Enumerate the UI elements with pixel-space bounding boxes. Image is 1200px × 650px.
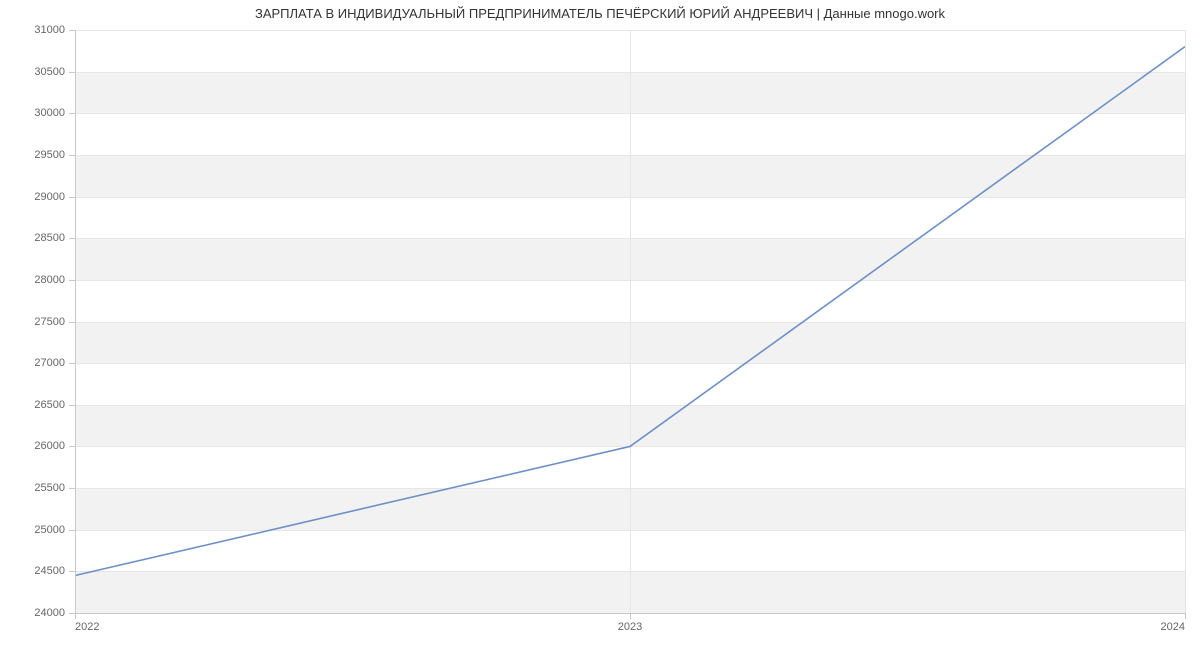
y-tick: [69, 72, 75, 73]
y-tick-label: 26500: [0, 399, 65, 411]
y-tick-label: 30000: [0, 107, 65, 119]
y-tick-label: 25500: [0, 482, 65, 494]
y-tick-label: 31000: [0, 24, 65, 36]
x-tick: [1185, 613, 1186, 619]
y-tick-label: 24500: [0, 565, 65, 577]
y-tick: [69, 197, 75, 198]
y-tick: [69, 322, 75, 323]
y-axis-line: [75, 30, 76, 613]
x-tick: [630, 613, 631, 619]
v-gridline: [1185, 30, 1186, 613]
y-tick-label: 25000: [0, 524, 65, 536]
y-tick: [69, 155, 75, 156]
y-tick: [69, 446, 75, 447]
y-tick-label: 28500: [0, 232, 65, 244]
y-tick: [69, 488, 75, 489]
y-tick: [69, 405, 75, 406]
chart-title: ЗАРПЛАТА В ИНДИВИДУАЛЬНЫЙ ПРЕДПРИНИМАТЕЛ…: [0, 6, 1200, 21]
y-tick-label: 26000: [0, 440, 65, 452]
series-line: [75, 30, 1185, 613]
x-tick-label: 2022: [75, 621, 99, 633]
y-tick-label: 28000: [0, 274, 65, 286]
y-tick-label: 29500: [0, 149, 65, 161]
y-tick: [69, 238, 75, 239]
plot-area: [75, 30, 1185, 613]
y-tick-label: 29000: [0, 191, 65, 203]
y-tick-label: 24000: [0, 607, 65, 619]
x-tick-label: 2024: [1161, 621, 1185, 633]
y-tick: [69, 530, 75, 531]
y-tick: [69, 30, 75, 31]
x-tick: [75, 613, 76, 619]
y-tick-label: 30500: [0, 66, 65, 78]
y-tick-label: 27000: [0, 357, 65, 369]
y-tick: [69, 113, 75, 114]
x-tick-label: 2023: [618, 621, 642, 633]
y-tick-label: 27500: [0, 316, 65, 328]
y-tick: [69, 571, 75, 572]
y-tick: [69, 280, 75, 281]
y-tick: [69, 363, 75, 364]
